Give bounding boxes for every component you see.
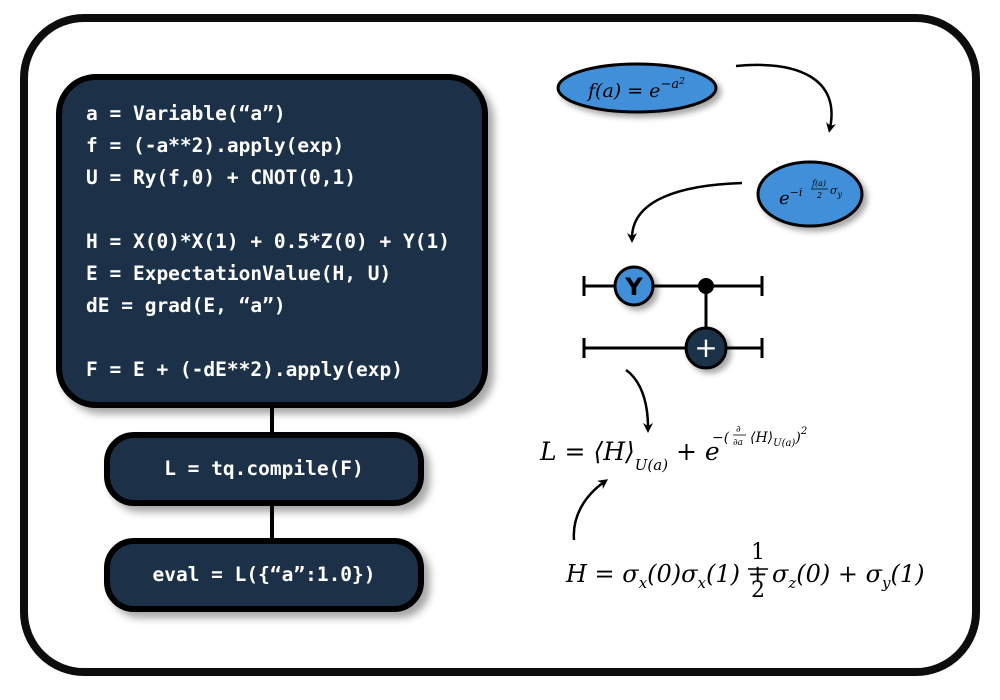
- y-gate-label: Y: [624, 273, 643, 301]
- loss-inner-expectation: ⟨H⟩U(a))2: [750, 426, 807, 449]
- partial-numerator: ∂: [736, 425, 741, 435]
- compile-step-box: L = tq.compile(F): [104, 432, 424, 506]
- arrow-rotation-to-circuit: [627, 181, 743, 243]
- compile-step-text: L = tq.compile(F): [164, 457, 364, 480]
- code-line-expectation: E = ExpectationValue(H, U): [86, 262, 392, 285]
- target-circle: [684, 326, 728, 370]
- loss-label: L = ⟨H⟩U(a) + e: [539, 437, 720, 474]
- half-numerator: 1: [751, 540, 765, 565]
- code-line-objective: F = E + (-dE**2).apply(exp): [86, 358, 403, 381]
- hamiltonian-tail: σz(0) + σy(1): [772, 560, 925, 592]
- rotation-fraction-denominator: 2: [816, 191, 822, 200]
- code-line-gradient: dE = grad(E, “a”): [86, 294, 286, 317]
- eval-step-box: eval = L({“a”:1.0}): [104, 538, 424, 612]
- arrow-hamiltonian-to-loss: [572, 479, 609, 541]
- rotation-fraction-numerator: f(a): [811, 179, 826, 188]
- hamiltonian-label: H = σx(0)σx(1) +: [565, 560, 768, 592]
- half-denominator: 2: [751, 578, 765, 603]
- y-gate: [613, 265, 655, 307]
- arrow-circuit-to-loss: [625, 368, 653, 433]
- arrow-function-to-rotation: [735, 63, 836, 133]
- code-line-function: f = (-a**2).apply(exp): [86, 134, 345, 157]
- eval-step-text: eval = L({“a”:1.0}): [152, 563, 376, 586]
- code-line-circuit: U = Ry(f,0) + CNOT(0,1): [86, 166, 357, 189]
- target-symbol: +: [694, 331, 717, 364]
- code-line-hamiltonian: H = X(0)*X(1) + 0.5*Z(0) + Y(1): [86, 230, 450, 253]
- loss-exponent: −(: [712, 430, 730, 446]
- code-line-variable: a = Variable(“a”): [86, 102, 286, 125]
- function-ellipse: [556, 62, 718, 114]
- control-dot: [698, 278, 714, 294]
- partial-denominator: ∂a: [733, 438, 743, 448]
- code-block: a = Variable(“a”) f = (-a**2).apply(exp)…: [56, 74, 488, 408]
- rotation-ellipse: [756, 160, 864, 228]
